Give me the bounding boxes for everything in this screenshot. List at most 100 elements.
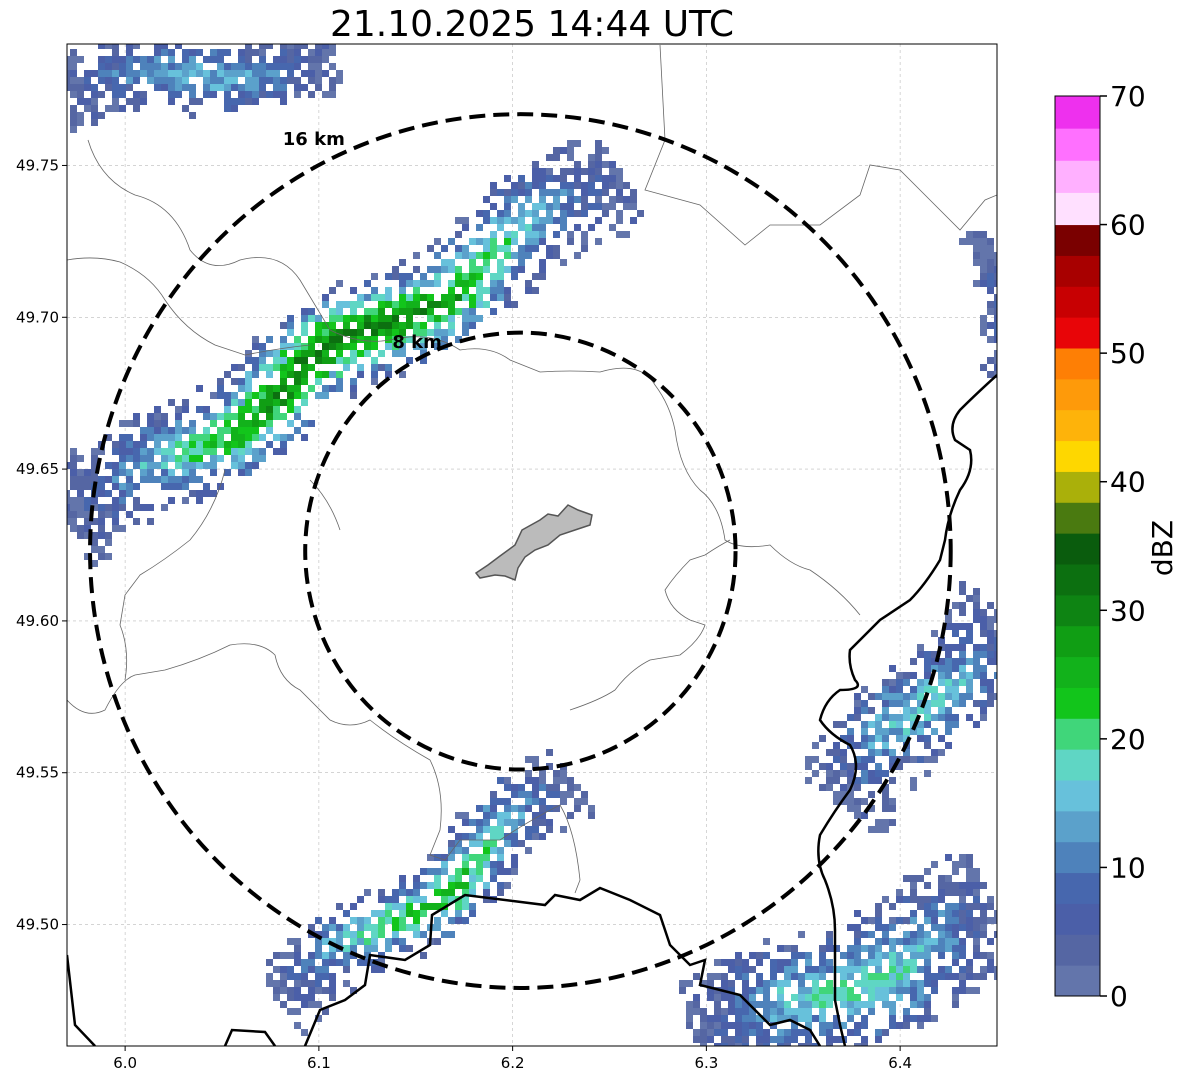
echo-cell — [574, 182, 581, 189]
echo-cell — [294, 378, 301, 385]
echo-cell — [987, 238, 994, 245]
echo-cell — [112, 105, 119, 112]
echo-cell — [826, 777, 833, 784]
echo-cell — [245, 378, 252, 385]
echo-cell — [476, 273, 483, 280]
echo-cell — [238, 56, 245, 63]
echo-cell — [301, 392, 308, 399]
echo-cell — [308, 966, 315, 973]
echo-cell — [805, 959, 812, 966]
echo-cell — [294, 980, 301, 987]
echo-cell — [280, 91, 287, 98]
echo-cell — [455, 847, 462, 854]
echo-cell — [329, 44, 336, 49]
echo-cell — [308, 350, 315, 357]
echo-cell — [455, 245, 462, 252]
echo-cell — [840, 994, 847, 1001]
y-tick-label: 49.55 — [16, 764, 59, 782]
echo-cell — [525, 252, 532, 259]
echo-cell — [336, 357, 343, 364]
echo-cell — [581, 203, 588, 210]
echo-cell — [952, 917, 959, 924]
echo-cell — [749, 994, 756, 1001]
echo-cell — [861, 1036, 868, 1043]
echo-cell — [301, 966, 308, 973]
echo-cell — [77, 497, 84, 504]
echo-cell — [518, 224, 525, 231]
echo-cell — [525, 210, 532, 217]
echo-cell — [553, 777, 560, 784]
echo-cell — [560, 791, 567, 798]
echo-cell — [126, 511, 133, 518]
echo-cell — [511, 301, 518, 308]
echo-cell — [966, 931, 973, 938]
echo-cell — [966, 238, 973, 245]
echo-cell — [917, 987, 924, 994]
echo-cell — [532, 763, 539, 770]
echo-cell — [959, 987, 966, 994]
echo-cell — [987, 287, 994, 294]
echo-cell — [973, 644, 980, 651]
echo-cell — [336, 336, 343, 343]
echo-cell — [952, 623, 959, 630]
echo-cell — [280, 364, 287, 371]
echo-cell — [98, 532, 105, 539]
echo-cell — [931, 861, 938, 868]
echo-cell — [567, 189, 574, 196]
echo-cell — [483, 238, 490, 245]
echo-cell — [280, 980, 287, 987]
echo-cell — [91, 105, 98, 112]
echo-cell — [966, 987, 973, 994]
echo-cell — [994, 336, 997, 343]
echo-cell — [413, 280, 420, 287]
echo-cell — [854, 952, 861, 959]
echo-cell — [945, 966, 952, 973]
echo-cell — [308, 70, 315, 77]
echo-cell — [280, 952, 287, 959]
echo-cell — [994, 966, 997, 973]
echo-cell — [875, 917, 882, 924]
echo-cell — [861, 966, 868, 973]
echo-cell — [280, 399, 287, 406]
echo-cell — [273, 406, 280, 413]
echo-cell — [217, 427, 224, 434]
echo-cell — [994, 266, 997, 273]
echo-cell — [805, 1043, 812, 1046]
echo-cell — [462, 854, 469, 861]
echo-cell — [630, 189, 637, 196]
echo-cell — [497, 280, 504, 287]
echo-cell — [847, 1001, 854, 1008]
echo-cell — [504, 784, 511, 791]
echo-cell — [476, 861, 483, 868]
echo-cell — [301, 973, 308, 980]
echo-cell — [301, 329, 308, 336]
echo-cell — [273, 434, 280, 441]
echo-cell — [70, 525, 77, 532]
echo-cell — [147, 455, 154, 462]
echo-cell — [273, 952, 280, 959]
echo-cell — [427, 882, 434, 889]
echo-cell — [217, 385, 224, 392]
echo-cell — [133, 77, 140, 84]
echo-cell — [252, 77, 259, 84]
echo-cell — [455, 882, 462, 889]
echo-cell — [735, 952, 742, 959]
echo-cell — [546, 210, 553, 217]
echo-cell — [476, 224, 483, 231]
echo-cell — [483, 217, 490, 224]
echo-cell — [532, 812, 539, 819]
x-tick-label: 6.1 — [307, 1054, 331, 1072]
echo-cell — [966, 672, 973, 679]
echo-cell — [315, 1015, 322, 1022]
echo-cell — [119, 441, 126, 448]
echo-cell — [483, 805, 490, 812]
echo-cell — [287, 343, 294, 350]
echo-cell — [889, 980, 896, 987]
echo-cell — [420, 903, 427, 910]
echo-cell — [308, 56, 315, 63]
echo-cell — [693, 1008, 700, 1015]
echo-cell — [154, 49, 161, 56]
echo-cell — [245, 434, 252, 441]
echo-cell — [273, 994, 280, 1001]
echo-cell — [952, 973, 959, 980]
